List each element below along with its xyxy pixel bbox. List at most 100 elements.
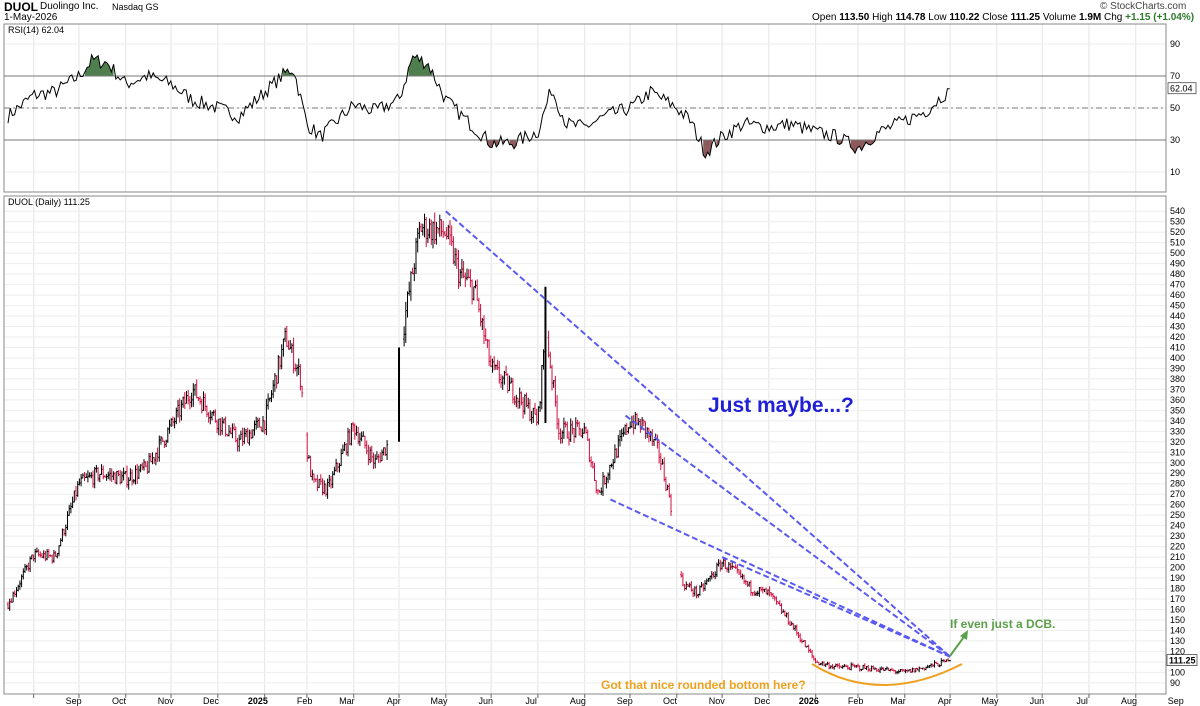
price-bar-down [195,379,198,399]
price-bar-down [471,279,474,305]
annotation-dcb: If even just a DCB. [950,617,1055,631]
price-value-label: 111.25 [1169,656,1196,666]
price-bar-down [625,423,628,436]
annotation-main: Just maybe...? [708,394,854,417]
price-bar-up [80,473,83,487]
price-bar-down [663,457,666,482]
price-bar-down [287,340,290,350]
price-tick-label: 190 [1170,573,1185,583]
x-tick-label: Jul [525,696,537,706]
x-axis: Sep Oct Nov Dec 2025 Feb Mar Apr May Jun Jul Aug Sep… [33,694,1184,706]
trend-line [721,556,951,658]
price-bar-up [68,504,71,516]
price-bar-down [131,469,134,486]
price-bar-down [534,402,536,415]
price-bar-down [719,559,722,572]
price-bar-up [143,459,145,471]
price-bar-up [284,327,287,342]
price-bar-down [500,374,502,388]
price-tick-label: 290 [1170,468,1185,478]
price-bar-up [256,417,259,428]
price-bar-up [619,430,621,447]
price-bar-down [13,590,16,598]
price-bar-down [183,391,186,409]
x-tick-label: Mar [339,696,355,706]
price-bar-down [313,473,315,483]
price-bar-up [158,435,161,462]
price-tick-label: 490 [1170,259,1185,269]
price-bar-up [173,417,176,429]
price-bar-up [948,660,951,662]
low-value: 110.22 [949,12,980,23]
price-bar-up [613,444,616,464]
price-bar-down [126,465,128,488]
price-bar-up [71,496,74,509]
price-bar-down [744,579,747,586]
x-tick-label: Nov [158,696,175,706]
trend-line [445,210,951,658]
price-bar-down [738,569,740,576]
price-bar-down [37,549,40,557]
price-tick-label: 310 [1170,447,1185,457]
x-tick-label: May [431,696,449,706]
x-tick-label: Aug [570,696,586,706]
price-tick-label: 520 [1170,227,1185,237]
price-bar-down [680,571,683,578]
grid-lines [4,24,1166,694]
price-tick-label: 430 [1170,322,1185,332]
price-bar-up [35,547,38,553]
price-bar-down [549,351,552,369]
x-tick-label: 2026 [799,696,819,706]
price-bar-up [255,416,258,430]
price-bar-down [149,453,152,463]
price-bar-up [129,468,132,481]
price-bars [7,212,951,675]
price-bar-down [119,469,122,485]
price-bar-up [794,624,797,631]
price-bar-down [659,453,662,471]
price-bar-down [851,662,854,667]
price-bar-down [136,463,139,485]
rsi-legend: RSI(14) 62.04 [8,25,64,35]
price-bar-up [105,473,108,481]
x-tick-label: Nov [709,696,726,706]
price-bar-down [411,267,414,275]
price-bar-down [668,483,671,498]
price-bar-down [372,452,375,470]
price-bar-up [85,473,88,479]
x-tick-label: Oct [112,696,127,706]
rsi-levels [4,75,1166,141]
price-bar-down [670,493,672,516]
price-bar-up [704,580,706,591]
price-bar-up [705,578,708,585]
x-tick-label: Jun [479,696,494,706]
price-bar-up [574,417,577,438]
price-bar-up [267,393,270,410]
price-bar-down [204,393,207,412]
price-bar-down [520,391,523,406]
price-bar-down [692,588,695,597]
price-tick-label: 170 [1170,594,1185,604]
price-bar-up [253,420,256,436]
price-tick-label: 280 [1170,479,1185,489]
price-tick-label: 200 [1170,563,1185,573]
price-axis: 9010011012013014015016017018019020021022… [1170,206,1185,688]
price-bar-down [778,600,781,606]
price-bar-down [547,330,550,358]
price-tick-label: 180 [1170,584,1185,594]
price-bar-up [221,417,224,435]
price-tick-label: 130 [1170,636,1185,646]
price-tick-label: 100 [1170,667,1185,677]
price-bar-up [850,662,853,671]
price-bar-up [56,552,59,559]
price-bar-up [542,349,545,370]
price-bar-up [569,418,572,443]
price-bar-up [472,286,475,301]
price-bar-up [66,511,69,530]
price-bar-up [403,326,406,347]
price-bar-down [875,668,878,672]
price-bar-down [102,465,105,480]
price-bar-up [52,549,55,563]
price-bar-up [608,464,611,480]
price-bar-down [729,562,732,571]
